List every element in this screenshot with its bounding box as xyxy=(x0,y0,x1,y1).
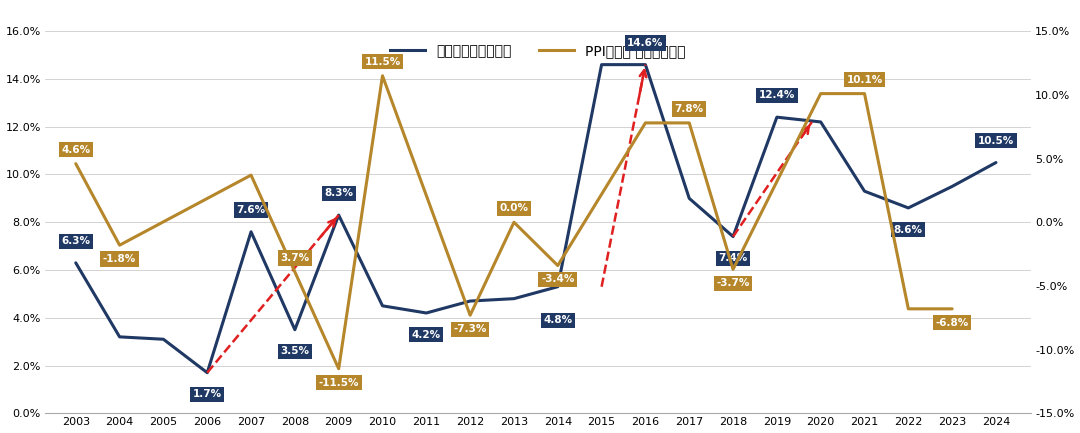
Text: 7.4%: 7.4% xyxy=(718,253,747,263)
Legend: 广义赤字率（左轴）, PPI同比： 年度（右轴）: 广义赤字率（左轴）, PPI同比： 年度（右轴） xyxy=(384,38,691,63)
Text: 10.5%: 10.5% xyxy=(977,136,1014,146)
Text: 3.5%: 3.5% xyxy=(281,346,309,356)
Text: -11.5%: -11.5% xyxy=(319,378,359,388)
Text: 4.2%: 4.2% xyxy=(411,330,441,340)
Text: 0.0%: 0.0% xyxy=(499,204,528,213)
Text: 1.7%: 1.7% xyxy=(192,389,221,399)
Text: -3.4%: -3.4% xyxy=(541,275,575,284)
Text: 7.8%: 7.8% xyxy=(675,104,704,114)
Text: -1.8%: -1.8% xyxy=(103,254,136,264)
Text: -3.7%: -3.7% xyxy=(716,278,750,288)
Text: 3.7%: 3.7% xyxy=(281,253,310,263)
Text: -6.8%: -6.8% xyxy=(935,318,969,328)
Text: 12.4%: 12.4% xyxy=(758,90,795,100)
Text: 11.5%: 11.5% xyxy=(364,57,401,67)
Text: -7.3%: -7.3% xyxy=(454,324,487,334)
Text: 4.6%: 4.6% xyxy=(62,145,91,155)
Text: 6.3%: 6.3% xyxy=(62,236,91,246)
Text: 8.3%: 8.3% xyxy=(324,188,353,198)
Text: 7.6%: 7.6% xyxy=(237,205,266,215)
Text: 4.8%: 4.8% xyxy=(543,315,572,325)
Text: 14.6%: 14.6% xyxy=(627,38,663,48)
Text: 10.1%: 10.1% xyxy=(847,75,882,85)
Text: 8.6%: 8.6% xyxy=(894,225,922,235)
